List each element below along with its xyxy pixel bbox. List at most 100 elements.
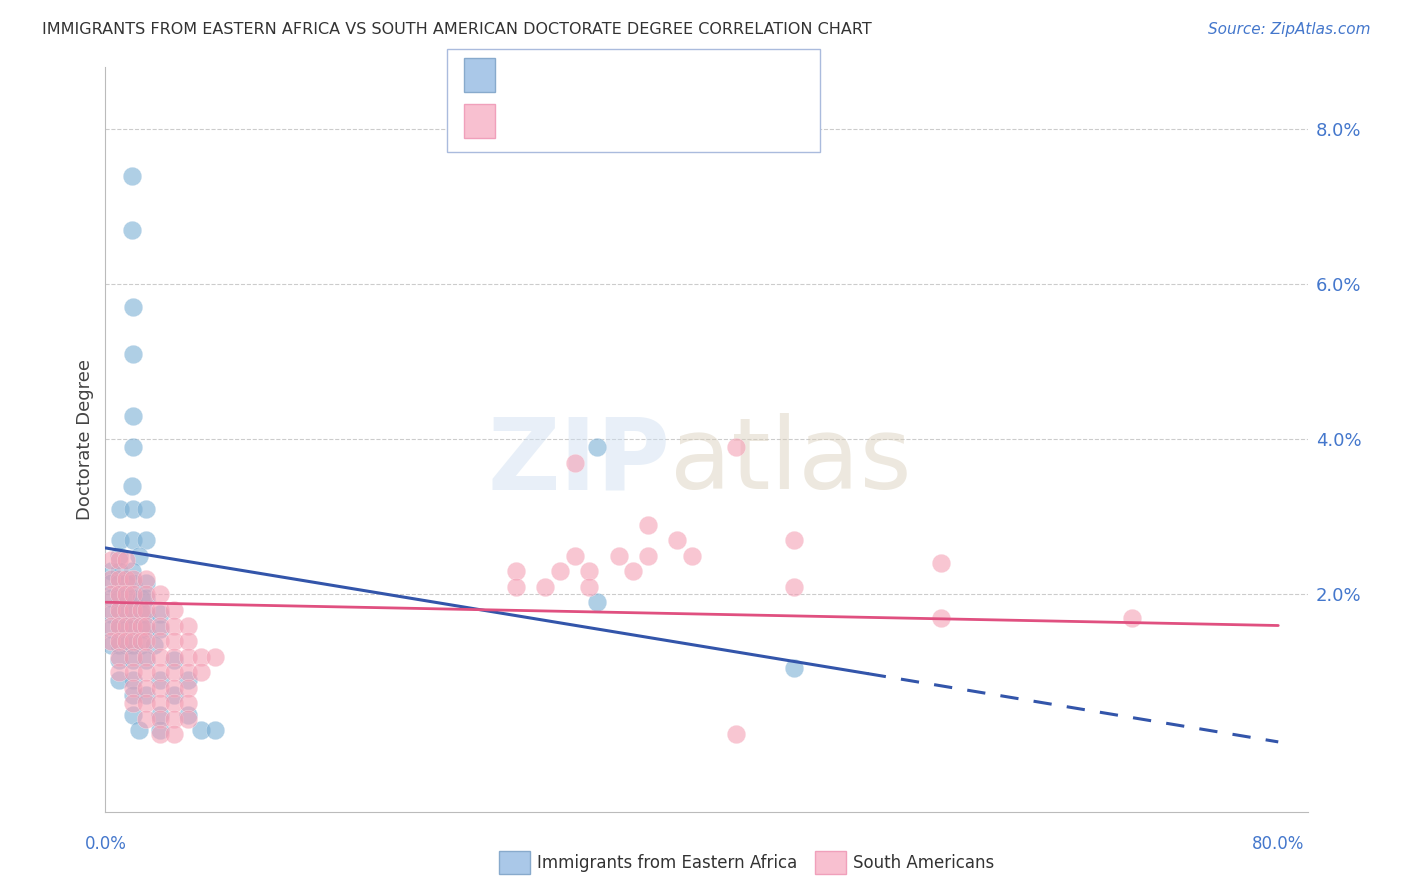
Point [149,727,172,741]
Point [176,665,198,679]
Point [107,618,129,632]
Point [107,607,129,621]
Text: atlas: atlas [671,413,912,510]
Text: 106: 106 [664,112,702,130]
Point [929,557,952,571]
Point [122,623,145,637]
Point [122,440,145,454]
Point [135,607,157,621]
Point [122,638,145,652]
Y-axis label: Doctorate Degree: Doctorate Degree [76,359,94,520]
Point [929,611,952,625]
Point [121,169,143,183]
Point [107,638,129,652]
Point [149,649,172,664]
Point [107,564,129,578]
Text: -0.032: -0.032 [546,112,610,130]
Point [163,681,186,695]
Point [135,634,157,648]
Point [135,572,157,586]
Point [122,607,145,621]
Text: -0.158: -0.158 [546,66,610,84]
Point [135,712,157,726]
Point [122,673,145,687]
Point [637,549,659,563]
Point [122,587,145,601]
Point [129,638,152,652]
Point [115,572,138,586]
Point [115,575,138,590]
Point [100,591,122,606]
Point [163,689,186,703]
Point [107,591,129,606]
Point [534,580,557,594]
Point [107,572,129,586]
Point [107,587,129,601]
Point [107,603,129,617]
Text: Immigrants from Eastern Africa: Immigrants from Eastern Africa [537,855,797,872]
Point [585,440,607,454]
Point [129,591,152,606]
Point [149,707,172,722]
Text: R =: R = [506,112,546,130]
Point [176,712,198,726]
Point [163,653,186,667]
Text: R =: R = [506,66,546,84]
Point [122,634,145,648]
Point [122,572,145,586]
Point [637,517,659,532]
Point [564,549,586,563]
Point [115,603,138,617]
Point [115,623,138,637]
Point [149,665,172,679]
Point [578,564,600,578]
Point [129,607,152,621]
Point [122,618,145,632]
Point [204,723,226,738]
Point [100,638,122,652]
Point [149,587,172,601]
Point [122,409,145,423]
Text: Source: ZipAtlas.com: Source: ZipAtlas.com [1208,22,1371,37]
Point [149,603,172,617]
Point [135,689,157,703]
Point [666,533,689,548]
Point [149,696,172,710]
Point [129,634,152,648]
Point [621,564,644,578]
Point [100,603,122,617]
Point [135,591,157,606]
Point [724,727,747,741]
Point [122,502,145,516]
Point [135,603,157,617]
Text: ZIP: ZIP [488,413,671,510]
Point [135,623,157,637]
Text: IMMIGRANTS FROM EASTERN AFRICA VS SOUTH AMERICAN DOCTORATE DEGREE CORRELATION CH: IMMIGRANTS FROM EASTERN AFRICA VS SOUTH … [42,22,872,37]
Point [100,618,122,632]
Point [107,673,129,687]
Point [1121,611,1143,625]
Point [149,607,172,621]
Point [122,665,145,679]
Point [163,634,186,648]
Point [121,223,143,237]
Point [122,689,145,703]
Point [163,618,186,632]
Point [176,681,198,695]
Point [149,712,172,726]
Point [163,696,186,710]
Point [115,634,138,648]
Text: 80.0%: 80.0% [1253,835,1305,853]
Point [128,549,150,563]
Point [585,595,607,609]
Point [783,533,806,548]
Point [115,591,138,606]
Point [129,618,152,632]
Point [135,653,157,667]
Point [100,607,122,621]
Point [100,552,122,566]
Point [107,665,129,679]
Point [135,618,157,632]
Point [100,634,122,648]
Point [135,533,157,548]
